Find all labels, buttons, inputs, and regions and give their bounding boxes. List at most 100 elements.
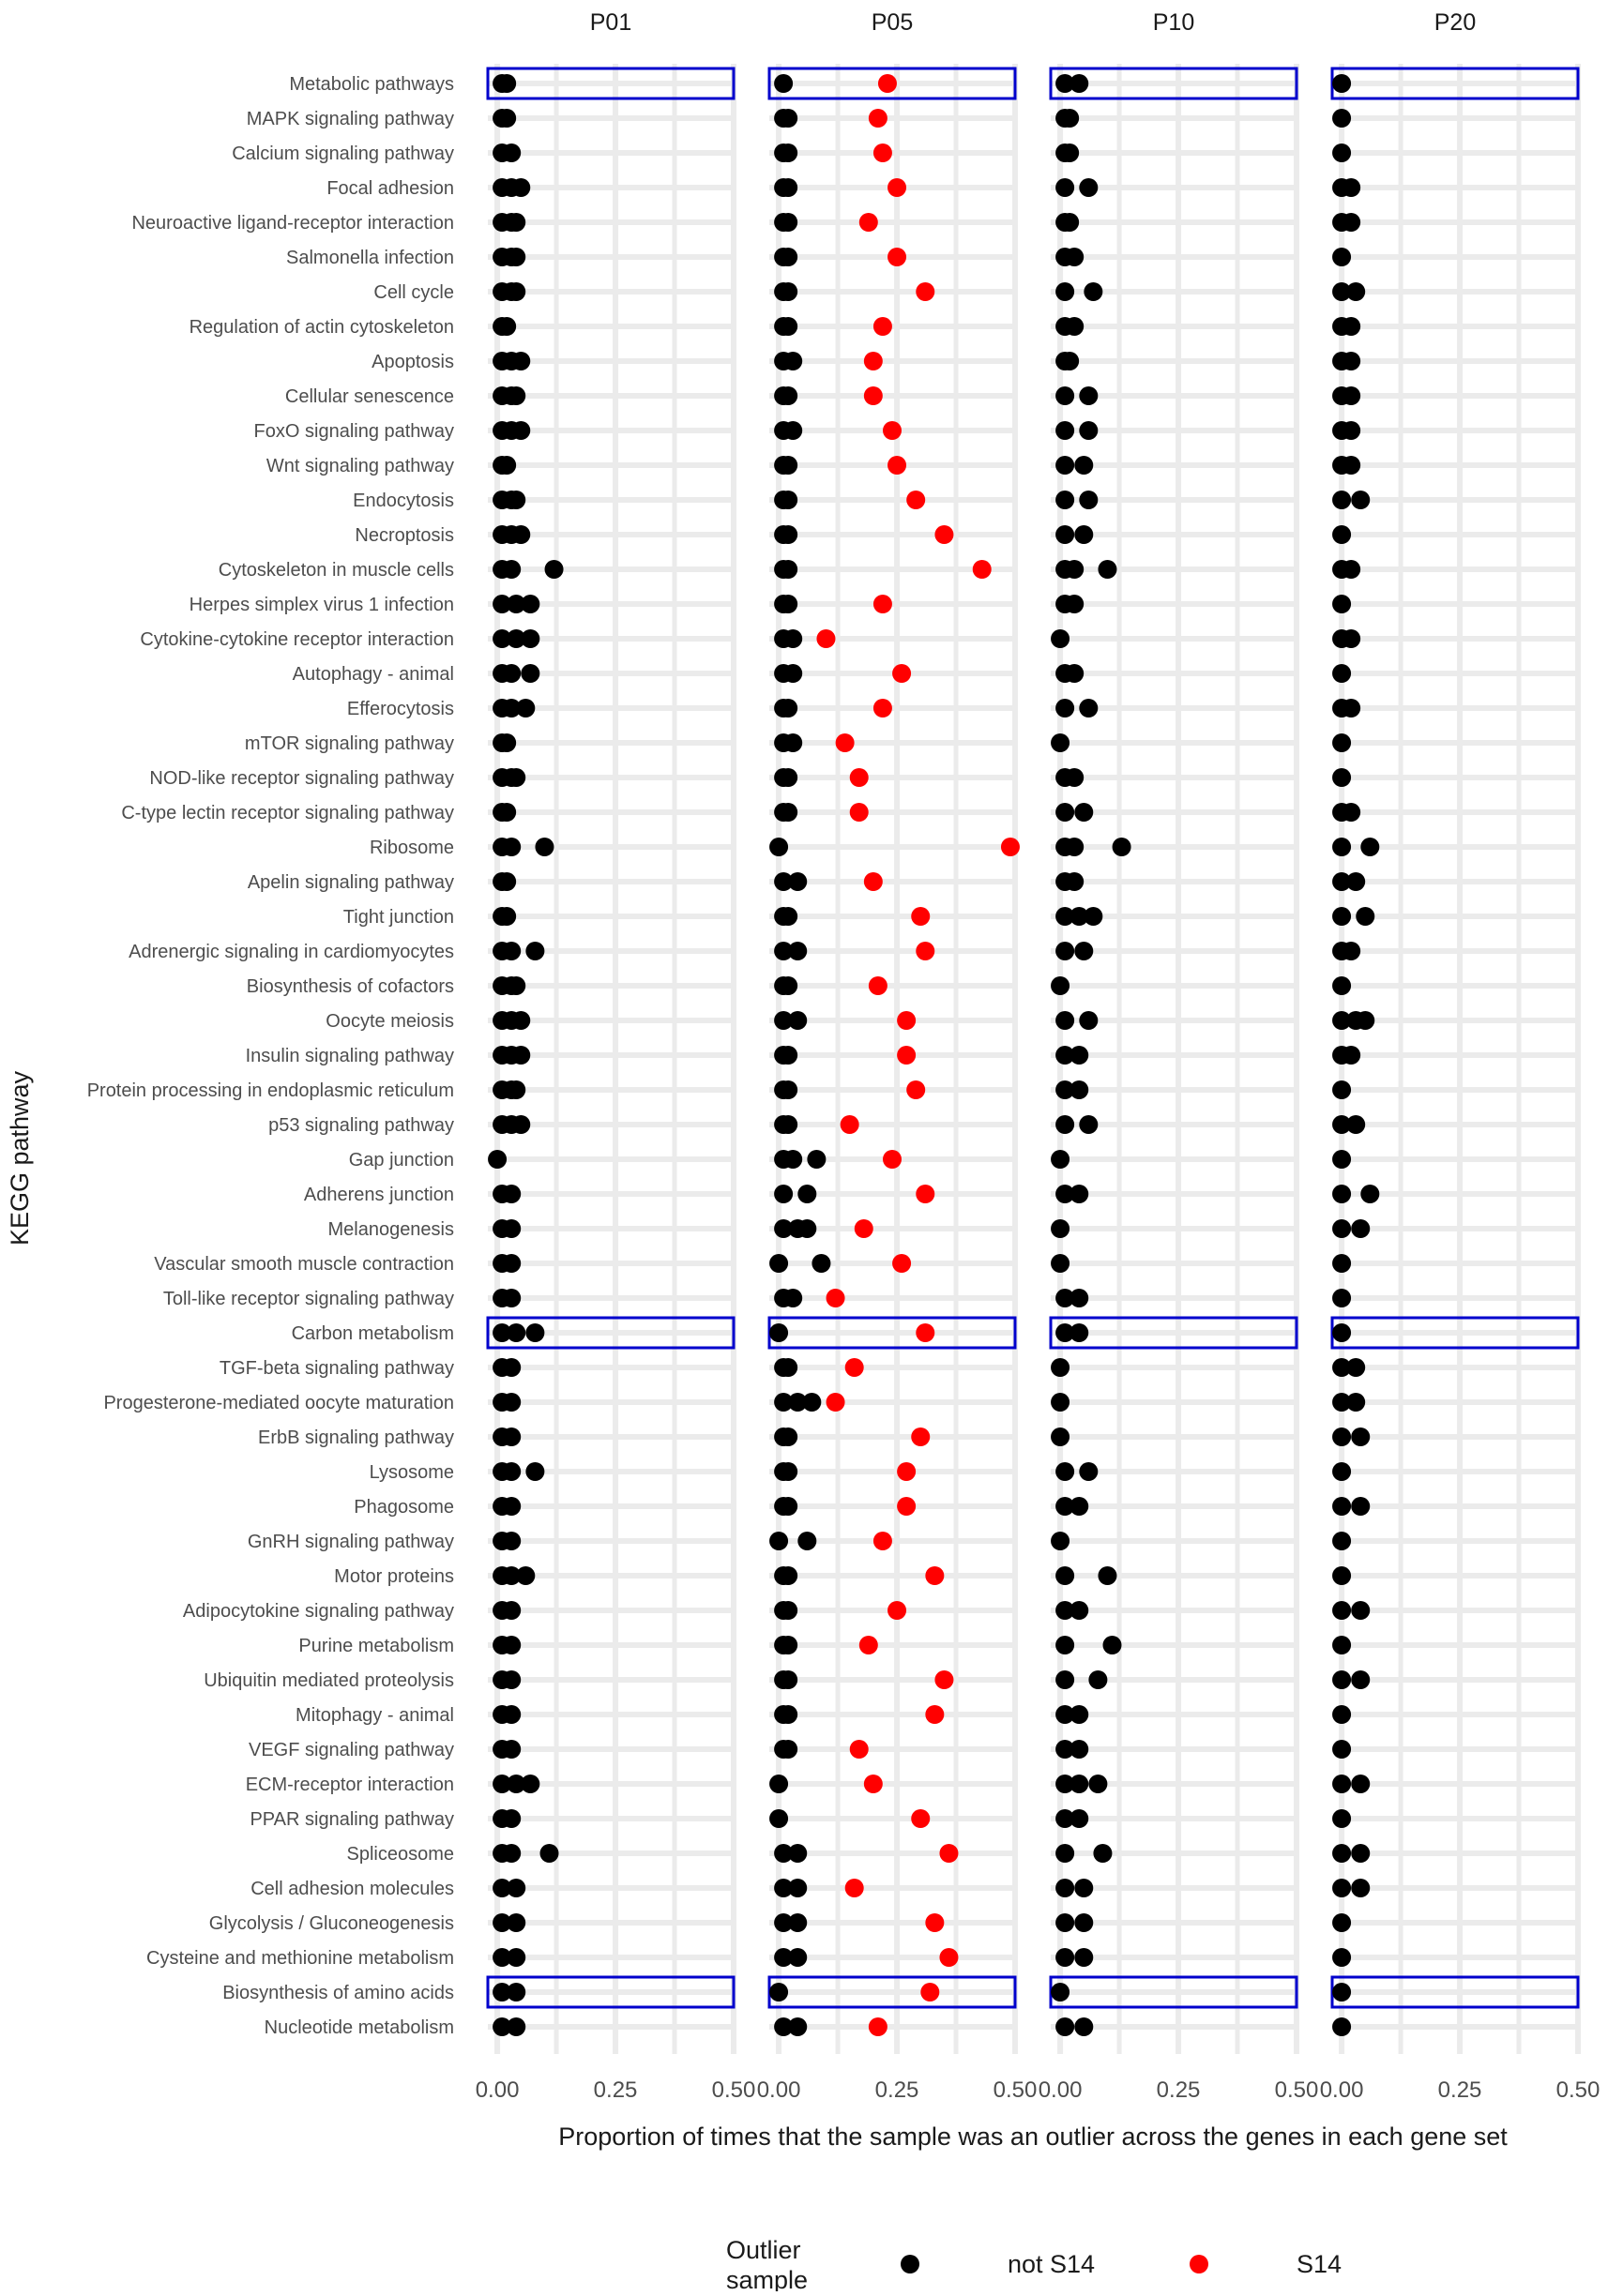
point-not-s14 xyxy=(502,1393,522,1412)
y-tick-label: MAPK signaling pathway xyxy=(247,109,454,129)
point-s14 xyxy=(939,1948,959,1967)
point-not-s14 xyxy=(769,1323,789,1342)
point-not-s14 xyxy=(502,144,522,162)
y-tick-label: Endocytosis xyxy=(353,491,454,511)
point-not-s14 xyxy=(1342,560,1361,579)
legend-label: S14 xyxy=(1297,2250,1342,2278)
point-not-s14 xyxy=(1060,109,1080,128)
point-not-s14 xyxy=(1332,838,1352,856)
point-s14 xyxy=(939,1844,959,1863)
point-not-s14 xyxy=(779,768,798,787)
point-not-s14 xyxy=(774,1185,794,1203)
point-not-s14 xyxy=(1055,421,1075,440)
point-not-s14 xyxy=(1051,1219,1070,1238)
point-not-s14 xyxy=(1332,907,1352,926)
point-not-s14 xyxy=(1332,733,1352,752)
point-not-s14 xyxy=(1342,317,1361,336)
point-not-s14 xyxy=(1351,1670,1371,1689)
point-not-s14 xyxy=(507,629,526,648)
y-tick-label: Autophagy - animal xyxy=(293,664,454,685)
point-not-s14 xyxy=(1332,109,1352,128)
highlight-box xyxy=(1330,1975,1580,2009)
point-not-s14 xyxy=(1332,1809,1352,1828)
y-tick-label: PPAR signaling pathway xyxy=(250,1809,454,1830)
point-s14 xyxy=(883,421,902,440)
point-not-s14 xyxy=(769,1809,789,1828)
point-not-s14 xyxy=(1332,282,1352,301)
point-not-s14 xyxy=(1332,1150,1352,1169)
point-not-s14 xyxy=(507,1775,526,1793)
point-not-s14 xyxy=(507,2017,526,2036)
point-s14 xyxy=(906,1080,926,1099)
point-not-s14 xyxy=(788,1011,808,1030)
point-not-s14 xyxy=(779,699,798,718)
point-not-s14 xyxy=(1069,1601,1089,1620)
point-not-s14 xyxy=(502,1427,522,1446)
point-not-s14 xyxy=(1079,386,1099,405)
point-not-s14 xyxy=(1051,1427,1070,1446)
point-not-s14 xyxy=(783,733,803,752)
highlight-box xyxy=(486,1316,736,1350)
point-not-s14 xyxy=(1055,1185,1075,1203)
point-not-s14 xyxy=(1351,1775,1371,1793)
point-not-s14 xyxy=(1060,352,1080,370)
y-tick-label: Ubiquitin mediated proteolysis xyxy=(204,1670,454,1691)
point-not-s14 xyxy=(1060,144,1080,162)
point-not-s14 xyxy=(1055,699,1075,718)
point-not-s14 xyxy=(493,1913,512,1932)
point-not-s14 xyxy=(774,942,794,960)
point-not-s14 xyxy=(1055,1705,1075,1724)
y-tick-label: Tight junction xyxy=(343,907,454,928)
point-not-s14 xyxy=(779,1740,798,1759)
x-tick-label: 0.00 xyxy=(757,2077,801,2103)
point-not-s14 xyxy=(521,629,540,648)
point-not-s14 xyxy=(1051,1532,1070,1550)
point-not-s14 xyxy=(507,595,526,613)
x-tick-label: 0.25 xyxy=(1438,2077,1482,2103)
point-not-s14 xyxy=(774,1879,794,1897)
point-not-s14 xyxy=(769,1532,789,1550)
point-not-s14 xyxy=(769,1775,789,1793)
point-s14 xyxy=(849,768,869,787)
panel-title: P01 xyxy=(590,9,631,36)
y-tick-label: Carbon metabolism xyxy=(292,1323,454,1344)
point-not-s14 xyxy=(1346,1115,1366,1134)
point-not-s14 xyxy=(1351,1427,1371,1446)
point-not-s14 xyxy=(516,699,536,718)
y-tick-label: Protein processing in endoplasmic reticu… xyxy=(87,1080,454,1101)
point-not-s14 xyxy=(511,352,531,370)
point-not-s14 xyxy=(1332,2017,1352,2036)
point-not-s14 xyxy=(1065,838,1085,856)
point-not-s14 xyxy=(507,248,526,266)
panel-title: P05 xyxy=(872,9,913,36)
point-s14 xyxy=(911,1427,931,1446)
point-not-s14 xyxy=(1055,1046,1075,1065)
point-not-s14 xyxy=(1332,1219,1352,1238)
point-not-s14 xyxy=(1074,2017,1094,2036)
point-not-s14 xyxy=(774,1844,794,1863)
point-not-s14 xyxy=(1332,872,1352,891)
legend-title: Outlier sample xyxy=(726,2236,808,2291)
point-not-s14 xyxy=(1332,1636,1352,1654)
point-not-s14 xyxy=(1332,1775,1352,1793)
panel-title: P20 xyxy=(1434,9,1476,36)
point-not-s14 xyxy=(502,1532,522,1550)
point-s14 xyxy=(920,1983,940,2001)
point-not-s14 xyxy=(1093,1844,1113,1863)
point-not-s14 xyxy=(525,1323,545,1342)
point-s14 xyxy=(916,942,935,960)
y-tick-label: Spliceosome xyxy=(346,1844,454,1865)
highlight-box xyxy=(1330,67,1580,100)
y-tick-label: Adipocytokine signaling pathway xyxy=(183,1601,454,1622)
grid-layer xyxy=(488,64,1581,2054)
y-tick-label: Insulin signaling pathway xyxy=(246,1046,454,1066)
point-not-s14 xyxy=(1332,491,1352,509)
point-not-s14 xyxy=(493,1948,512,1967)
point-not-s14 xyxy=(1069,1705,1089,1724)
point-not-s14 xyxy=(812,1254,831,1273)
point-not-s14 xyxy=(502,560,522,579)
y-tick-label: Biosynthesis of cofactors xyxy=(247,976,454,997)
y-tick-label: Cytoskeleton in muscle cells xyxy=(219,560,454,581)
point-s14 xyxy=(849,1740,869,1759)
point-s14 xyxy=(872,317,892,336)
